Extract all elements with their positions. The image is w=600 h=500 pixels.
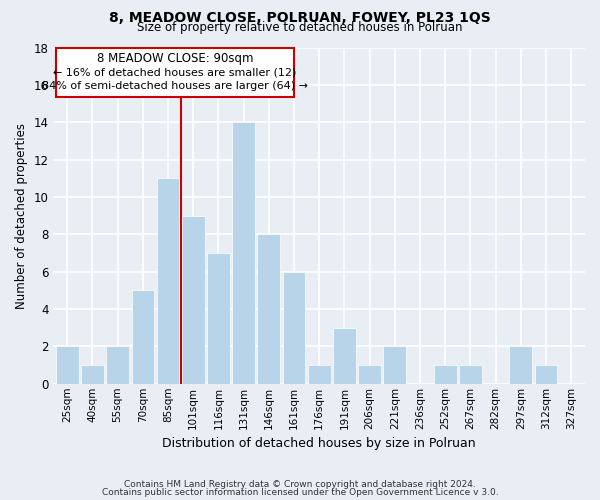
Bar (182, 216, 205, 384)
Y-axis label: Number of detached properties: Number of detached properties (15, 122, 28, 308)
Bar (56, 346, 79, 384)
Bar (509, 346, 532, 384)
Bar (459, 365, 482, 384)
Bar (106, 346, 129, 384)
Text: ← 16% of detached houses are smaller (12): ← 16% of detached houses are smaller (12… (53, 68, 296, 78)
Bar (434, 365, 457, 384)
Bar (232, 122, 255, 384)
Text: Contains HM Land Registry data © Crown copyright and database right 2024.: Contains HM Land Registry data © Crown c… (124, 480, 476, 489)
Bar (157, 178, 179, 384)
Text: Contains public sector information licensed under the Open Government Licence v : Contains public sector information licen… (101, 488, 499, 497)
Bar (207, 253, 230, 384)
Bar (308, 365, 331, 384)
Text: Size of property relative to detached houses in Polruan: Size of property relative to detached ho… (137, 22, 463, 35)
X-axis label: Distribution of detached houses by size in Polruan: Distribution of detached houses by size … (163, 437, 476, 450)
Bar (358, 365, 381, 384)
FancyBboxPatch shape (56, 48, 294, 97)
Text: 8 MEADOW CLOSE: 90sqm: 8 MEADOW CLOSE: 90sqm (97, 52, 253, 65)
Bar (333, 328, 356, 384)
Text: 84% of semi-detached houses are larger (64) →: 84% of semi-detached houses are larger (… (42, 81, 308, 91)
Bar (283, 272, 305, 384)
Bar (535, 365, 557, 384)
Bar (81, 365, 104, 384)
Text: 8, MEADOW CLOSE, POLRUAN, FOWEY, PL23 1QS: 8, MEADOW CLOSE, POLRUAN, FOWEY, PL23 1Q… (109, 11, 491, 25)
Bar (257, 234, 280, 384)
Bar (131, 290, 154, 384)
Bar (383, 346, 406, 384)
